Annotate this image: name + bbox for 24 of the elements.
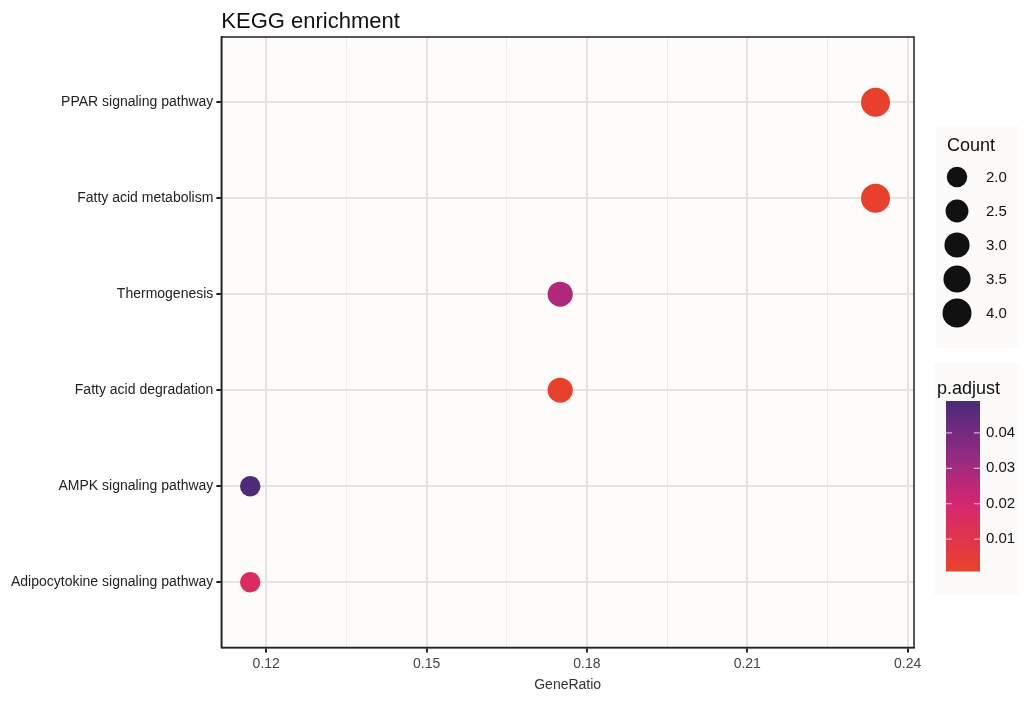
chart-title: KEGG enrichment xyxy=(221,8,400,33)
legend-label: 3.0 xyxy=(986,236,1007,254)
color-bar-label: 0.01 xyxy=(986,529,1016,547)
y-tick-label: AMPK signaling pathway xyxy=(58,477,214,494)
color-bar-label: 0.03 xyxy=(986,458,1016,476)
color-bar-label: 0.02 xyxy=(986,493,1016,511)
legend-label: 2.0 xyxy=(986,168,1007,186)
legend-label: 3.5 xyxy=(986,270,1007,288)
y-tick-label: Fatty acid metabolism xyxy=(77,189,214,206)
color-bar-title: p.adjust xyxy=(937,378,1001,398)
y-tick-label: Thermogenesis xyxy=(116,285,214,302)
x-tick-label: 0.15 xyxy=(412,654,441,671)
x-tick-label: 0.21 xyxy=(733,654,762,671)
y-tick-label: PPAR signaling pathway xyxy=(61,93,214,110)
legend-title: Count xyxy=(947,135,996,155)
y-tick-label: Fatty acid degradation xyxy=(74,381,214,398)
legend-label: 4.0 xyxy=(986,304,1007,322)
legend-label: 2.5 xyxy=(986,202,1007,220)
x-tick-label: 0.18 xyxy=(573,654,601,671)
x-tick-label: 0.12 xyxy=(252,654,281,671)
color-bar-label: 0.04 xyxy=(986,423,1016,441)
x-axis-title: GeneRatio xyxy=(534,676,602,693)
y-tick-label: Adipocytokine signaling pathway xyxy=(10,573,214,589)
x-tick-label: 0.24 xyxy=(893,654,922,671)
